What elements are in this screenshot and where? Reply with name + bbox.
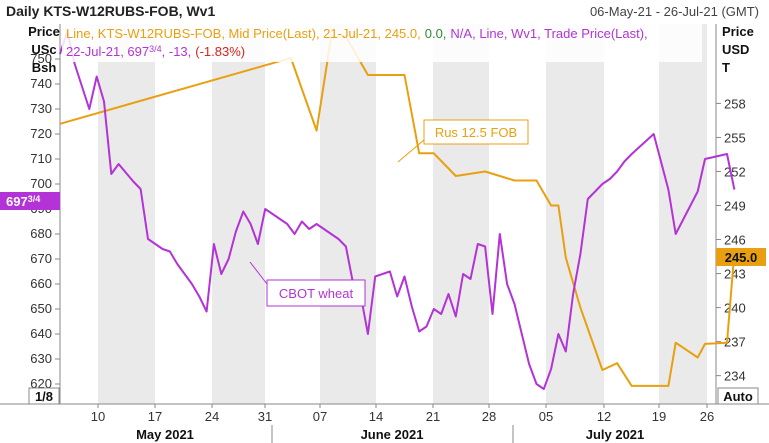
auto-scale-label: Auto (723, 389, 753, 404)
left-tick-label: 640 (30, 326, 52, 341)
week-band (212, 24, 265, 404)
auto-scale-box[interactable] (717, 387, 759, 405)
left-tick-label: 750 (30, 51, 52, 66)
left-axis-label-price: Price (28, 24, 60, 39)
cbot-annotation-pointer (249, 261, 268, 285)
x-tick-label: 12 (597, 409, 611, 424)
date-range: 06-May-21 - 26-Jul-21 (GMT) (589, 4, 759, 19)
legend-line2-fraction: 3/4 (149, 44, 162, 54)
rus-last-value-bg (716, 248, 766, 266)
rus-annotation-box (423, 119, 529, 145)
week-band (98, 24, 155, 404)
left-tick-label: 700 (30, 176, 52, 191)
cbot-annotation-label: CBOT wheat (279, 286, 354, 301)
left-tick-label: 650 (30, 301, 52, 316)
rus-annotation: Rus 12.5 FOB (397, 119, 529, 163)
x-axis-ticks: 10 17 24 31 07 14 21 28 05 12 19 26 (91, 404, 714, 424)
left-scale-box[interactable] (28, 387, 60, 405)
week-band (659, 24, 707, 404)
legend-line1-value: 0.0, (425, 26, 447, 41)
right-tick-label: 255 (724, 130, 746, 145)
left-tick-label: 620 (30, 376, 52, 391)
rus-annotation-label: Rus 12.5 FOB (435, 125, 517, 140)
x-tick-label: 14 (369, 409, 383, 424)
legend-line1-prefix: Line, KTS-W12RUBS-FOB, Mid Price(Last), … (66, 26, 421, 41)
legend-line1-suffix: N/A, Line, Wv1, Trade Price(Last), (450, 26, 647, 41)
week-band (546, 24, 604, 404)
wheat-last-value-tag: 6973/4 (0, 192, 60, 210)
right-tick-label: 249 (724, 198, 746, 213)
right-tick-label: 234 (724, 369, 746, 384)
x-tick-label: 26 (700, 409, 714, 424)
x-tick-label: 17 (148, 409, 162, 424)
legend-line-2: 22-Jul-21, 6973/4, -13, (-1.83%) (66, 44, 245, 59)
rus-annotation-pointer (397, 139, 425, 163)
legend-line2-mid: , -13, (162, 44, 192, 59)
left-tick-label: 670 (30, 251, 52, 266)
rus-fob-line (59, 35, 736, 387)
left-tick-label: 660 (30, 276, 52, 291)
right-tick-label: 258 (724, 96, 746, 111)
right-tick-label: 243 (724, 267, 746, 282)
month-label: July 2021 (586, 427, 645, 442)
wheat-last-value-bg (0, 192, 60, 210)
week-band (433, 24, 489, 404)
legend-line2-prefix: 22-Jul-21, 697 (66, 44, 149, 59)
cbot-annotation-box (266, 279, 366, 307)
chart-header: Daily KTS-W12RUBS-FOB, Wv1 06-May-21 - 2… (0, 0, 769, 24)
month-labels: May 2021 June 2021 July 2021 (136, 425, 644, 443)
right-tick-label: 237 (724, 335, 746, 350)
legend-line-1: Line, KTS-W12RUBS-FOB, Mid Price(Last), … (66, 26, 648, 41)
left-scale-label: 1/8 (35, 389, 53, 404)
x-tick-label: 31 (258, 409, 272, 424)
wheat-last-value-frac: 3/4 (28, 194, 41, 204)
right-axis-label-usd: USD (722, 42, 749, 57)
rus-last-value: 245.0 (725, 250, 758, 265)
x-tick-label: 21 (426, 409, 440, 424)
chart-title: Daily KTS-W12RUBS-FOB, Wv1 (6, 3, 216, 19)
left-tick-label: 680 (30, 226, 52, 241)
month-label: June 2021 (361, 427, 424, 442)
left-tick-label: 630 (30, 351, 52, 366)
left-tick-label: 720 (30, 126, 52, 141)
left-tick-label: 710 (30, 151, 52, 166)
left-axis-ticks: 6206306406506606706806907007107207307407… (30, 51, 60, 391)
left-axis-label-bsh: Bsh (32, 60, 57, 75)
right-tick-label: 252 (724, 164, 746, 179)
x-tick-label: 28 (482, 409, 496, 424)
x-tick-label: 24 (205, 409, 219, 424)
x-tick-label: 19 (652, 409, 666, 424)
right-axis-ticks: 234 237 240 243 246 249 252 255 258 (716, 96, 746, 384)
right-tick-label: 246 (724, 233, 746, 248)
legend-line2-change: (-1.83%) (195, 44, 245, 59)
week-band (320, 24, 376, 404)
left-tick-label: 740 (30, 76, 52, 91)
rus-last-value-tag: 245.0 (716, 248, 766, 266)
left-axis-label-usc: USc (31, 42, 56, 57)
week-bands (98, 24, 707, 404)
right-axis-label-t: T (722, 60, 730, 75)
left-tick-label: 730 (30, 101, 52, 116)
x-tick-label: 10 (91, 409, 105, 424)
right-tick-label: 240 (724, 301, 746, 316)
x-tick-label: 07 (313, 409, 327, 424)
month-label: May 2021 (136, 427, 194, 442)
wheat-last-value-int: 697 (6, 194, 28, 209)
cbot-wheat-line (59, 30, 736, 390)
series-layer (59, 30, 736, 390)
wheat-last-value: 6973/4 (6, 194, 40, 209)
x-tick-label: 05 (539, 409, 553, 424)
cbot-annotation: CBOT wheat (249, 261, 366, 307)
legend-bg (62, 24, 702, 62)
right-axis-label-price: Price (722, 24, 754, 39)
